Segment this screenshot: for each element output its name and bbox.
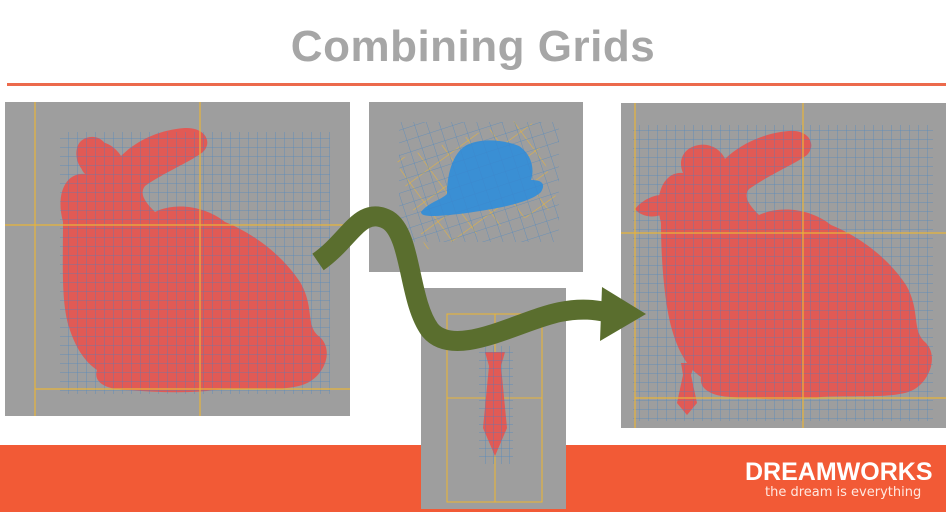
combined-grid-image	[621, 103, 946, 428]
bunny-coarse-grid	[5, 102, 350, 416]
slide-title: Combining Grids	[290, 22, 656, 71]
bunny-fine-grid	[60, 132, 330, 394]
tie-grid-image	[446, 313, 543, 503]
hat-grid-image	[396, 116, 560, 250]
logo-tagline: the dream is everything	[765, 485, 922, 500]
dreamworks-logo: DREAMWORKS the dream is everything	[745, 458, 933, 500]
logo-name: DREAMWORKS	[745, 458, 933, 486]
combined-grid-panel	[621, 103, 946, 428]
hat-fine-grid	[399, 122, 559, 242]
bunny-grid-image	[5, 102, 350, 416]
hat-grid-panel	[369, 102, 583, 272]
tie-grid-panel	[421, 288, 566, 509]
title-divider	[7, 83, 946, 86]
combined-fine-grid	[633, 125, 933, 421]
bunny-grid-panel	[5, 102, 350, 416]
combined-coarse-grid	[621, 103, 946, 428]
tie-fine-grid	[479, 346, 513, 464]
